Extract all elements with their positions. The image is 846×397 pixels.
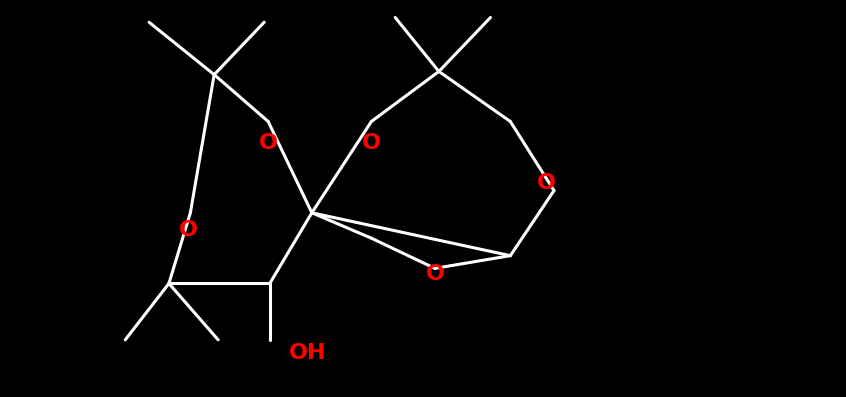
Text: O: O	[536, 173, 556, 193]
Text: OH: OH	[289, 343, 327, 363]
Text: O: O	[426, 264, 444, 284]
Text: O: O	[259, 133, 277, 153]
Text: O: O	[362, 133, 381, 153]
Text: O: O	[179, 220, 198, 240]
